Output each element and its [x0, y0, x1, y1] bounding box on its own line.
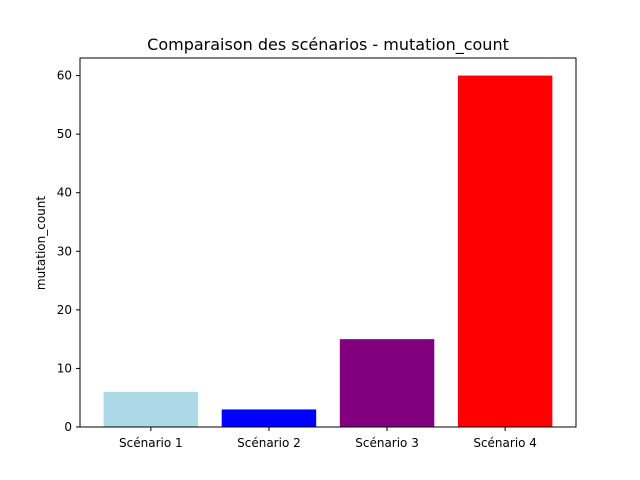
y-tick-label: 30	[57, 244, 72, 258]
bar-3	[339, 339, 435, 427]
x-tick-label: Scénario 4	[473, 436, 537, 450]
y-tick-label: 40	[57, 186, 72, 200]
x-tick-label: Scénario 3	[355, 436, 419, 450]
y-tick-label: 60	[57, 69, 72, 83]
y-axis-ticks: 0 10 20 30 40 50 60	[57, 69, 80, 434]
bars-group	[103, 75, 553, 427]
y-tick-label: 0	[64, 420, 72, 434]
bar-1	[103, 391, 199, 427]
y-tick-label: 20	[57, 303, 72, 317]
y-tick-label: 50	[57, 127, 72, 141]
x-tick-label: Scénario 1	[119, 436, 183, 450]
y-tick-label: 10	[57, 361, 72, 375]
bar-4	[457, 75, 553, 427]
x-axis-ticks: Scénario 1 Scénario 2 Scénario 3 Scénario 4	[119, 427, 537, 450]
chart-title: Comparaison des scénarios - mutation_cou…	[147, 35, 509, 55]
x-tick-label: Scénario 2	[237, 436, 301, 450]
plot-frame	[79, 57, 577, 428]
bar-2	[221, 409, 317, 427]
y-axis-label: mutation_count	[34, 196, 48, 290]
